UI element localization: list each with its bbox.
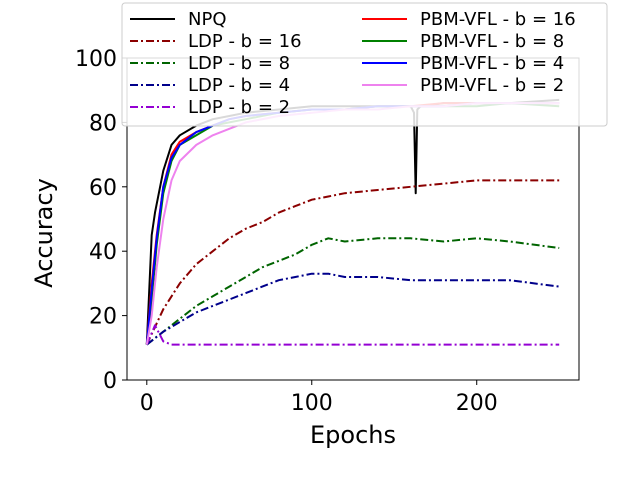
y-tick-label: 60	[89, 176, 117, 201]
legend-label-ldp-b-4: LDP - b = 4	[188, 75, 290, 96]
y-tick-label: 0	[103, 369, 117, 394]
series-ldp-b-16	[145, 179, 560, 346]
legend-label-pbm-vfl-b-8: PBM-VFL - b = 8	[420, 31, 564, 52]
legend-label-ldp-b-2: LDP - b = 2	[188, 97, 290, 118]
series-ldp-b-2	[145, 324, 560, 346]
x-axis-label: Epochs	[310, 421, 396, 449]
legend-label-pbm-vfl-b-4: PBM-VFL - b = 4	[420, 53, 564, 74]
series-ldp-b-8	[146, 237, 560, 346]
legend-label-npq: NPQ	[188, 9, 227, 30]
y-tick-label: 100	[75, 47, 117, 72]
axis-layer: 0 100 200 0 20 40 60 80 100	[75, 47, 498, 416]
x-tick-label: 0	[140, 391, 154, 416]
legend-frame	[121, 2, 608, 127]
y-tick-label: 40	[89, 240, 117, 265]
y-tick-label: 80	[89, 111, 117, 136]
legend-label-pbm-vfl-b-16: PBM-VFL - b = 16	[420, 9, 576, 30]
legend-label-ldp-b-8: LDP - b = 8	[188, 53, 290, 74]
legend-label-pbm-vfl-b-2: PBM-VFL - b = 2	[420, 75, 564, 96]
series-ldp-b-4	[146, 272, 560, 346]
y-tick-label: 20	[89, 305, 117, 330]
legend-label-ldp-b-16: LDP - b = 16	[188, 31, 302, 52]
x-tick-label: 100	[291, 391, 333, 416]
x-tick-label: 200	[456, 391, 498, 416]
y-axis-label: Accuracy	[30, 178, 58, 288]
